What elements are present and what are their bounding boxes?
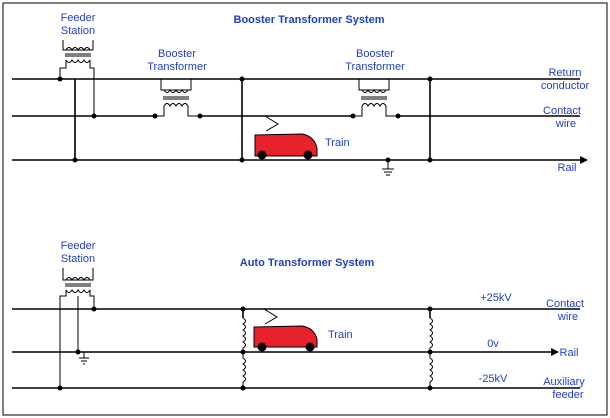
junction-dot [395, 113, 401, 119]
booster-train-wheel-front [257, 150, 267, 160]
auto-transformer-1 [240, 306, 246, 391]
booster-train-label: Train [325, 137, 350, 149]
feeder-primary-coil [65, 47, 91, 51]
booster-2-label-line1: Booster [356, 48, 394, 60]
junction-dot [239, 157, 245, 163]
aux-feeder-label-line2: feeder [552, 389, 584, 401]
booster-transformer-1 [152, 79, 203, 119]
booster-1-upper-leads [160, 79, 192, 91]
booster-1-lower-lead-left [155, 106, 165, 117]
booster-1-lower-lead-right [187, 106, 200, 117]
auto-pantograph-icon [263, 308, 278, 325]
contact-wire-label-line2: wire [555, 118, 576, 130]
auto-contact-label-line1: Contact [546, 298, 584, 310]
junction-dot [152, 113, 158, 119]
auto-tx-1-lower-coil [242, 352, 246, 388]
junction-dot [75, 349, 81, 355]
auto-system-title: Auto Transformer System [240, 257, 375, 269]
auto-feeder-lead-right [89, 290, 95, 309]
booster-train-wheel-rear [303, 150, 313, 160]
booster-feeder-label-line2: Station [61, 25, 95, 37]
auto-train: Train [253, 308, 353, 352]
junction-dot [427, 157, 433, 163]
auto-train-label: Train [328, 329, 353, 341]
auto-feeder-primary-coil [65, 277, 91, 281]
booster-feeder-label-line1: Feeder [61, 12, 96, 24]
voltage-plus-label: +25kV [480, 292, 512, 304]
auto-train-wheel-front [257, 342, 267, 352]
booster-2-lower-lead-left [353, 106, 363, 117]
booster-train: Train [254, 115, 350, 160]
rail-label: Rail [558, 162, 577, 174]
auto-train-body [253, 325, 318, 348]
booster-transformer-system: Booster Transformer System Feeder Statio… [12, 12, 590, 176]
booster-2-lower-lead-right [385, 106, 398, 117]
auto-feeder-label-line1: Feeder [61, 240, 96, 252]
return-conductor-label-line2: conductor [541, 80, 590, 92]
earth-ground-icon [382, 157, 394, 176]
junction-dot [427, 76, 433, 82]
voltage-zero-label: 0v [487, 338, 499, 350]
auto-earth-ground-icon [79, 352, 89, 365]
auto-feeder-lead-left [59, 290, 67, 388]
junction-dot [350, 113, 356, 119]
auto-transformer-system: Auto Transformer System Feeder Station +… [12, 240, 585, 401]
booster-2-upper-leads [358, 79, 390, 91]
junction-dot [91, 113, 97, 119]
auto-train-wheel-rear [305, 342, 315, 352]
return-conductor-label-line1: Return [548, 67, 581, 79]
voltage-minus-label: -25kV [479, 373, 508, 385]
feeder-secondary-lead-right [89, 60, 95, 116]
booster-pantograph-icon [264, 115, 279, 132]
booster-2-label-line2: Transformer [345, 61, 405, 73]
auto-rail-label: Rail [560, 347, 579, 359]
auto-rail-arrowhead [551, 348, 559, 356]
booster-2-lower-coil [361, 103, 387, 107]
auto-transformer-2 [427, 306, 433, 391]
booster-1-lower-coil [163, 103, 189, 107]
auto-feeder-transformer [59, 268, 95, 388]
booster-1-label-line1: Booster [158, 48, 196, 60]
booster-1-upper-coil [163, 89, 189, 93]
junction-dot [91, 306, 97, 312]
booster-system-title: Booster Transformer System [234, 14, 385, 26]
auto-tx-2-upper-coil [429, 317, 433, 352]
rail-arrowhead [580, 156, 588, 164]
auto-contact-label-line2: wire [557, 311, 578, 323]
booster-feeder-transformer [59, 40, 95, 116]
junction-dot [239, 76, 245, 82]
feeder-secondary-coil [65, 59, 91, 63]
auto-feeder-secondary-coil [65, 289, 91, 293]
feeder-secondary-lead-left [59, 60, 67, 79]
auto-tx-2-lower-coil [429, 352, 433, 388]
booster-1-label-line2: Transformer [147, 61, 207, 73]
junction-dot [197, 113, 203, 119]
contact-wire-label-line1: Contact [543, 105, 581, 117]
auto-tx-1-upper-coil [242, 317, 246, 352]
junction-dot [57, 385, 63, 391]
booster-transformer-2 [350, 79, 401, 119]
booster-2-upper-coil [361, 89, 387, 93]
junction-dot [57, 76, 63, 82]
auto-feeder-label-line2: Station [61, 253, 95, 265]
booster-train-body [254, 133, 318, 157]
aux-feeder-label-line1: Auxiliary [543, 376, 585, 388]
junction-dot [72, 157, 78, 163]
